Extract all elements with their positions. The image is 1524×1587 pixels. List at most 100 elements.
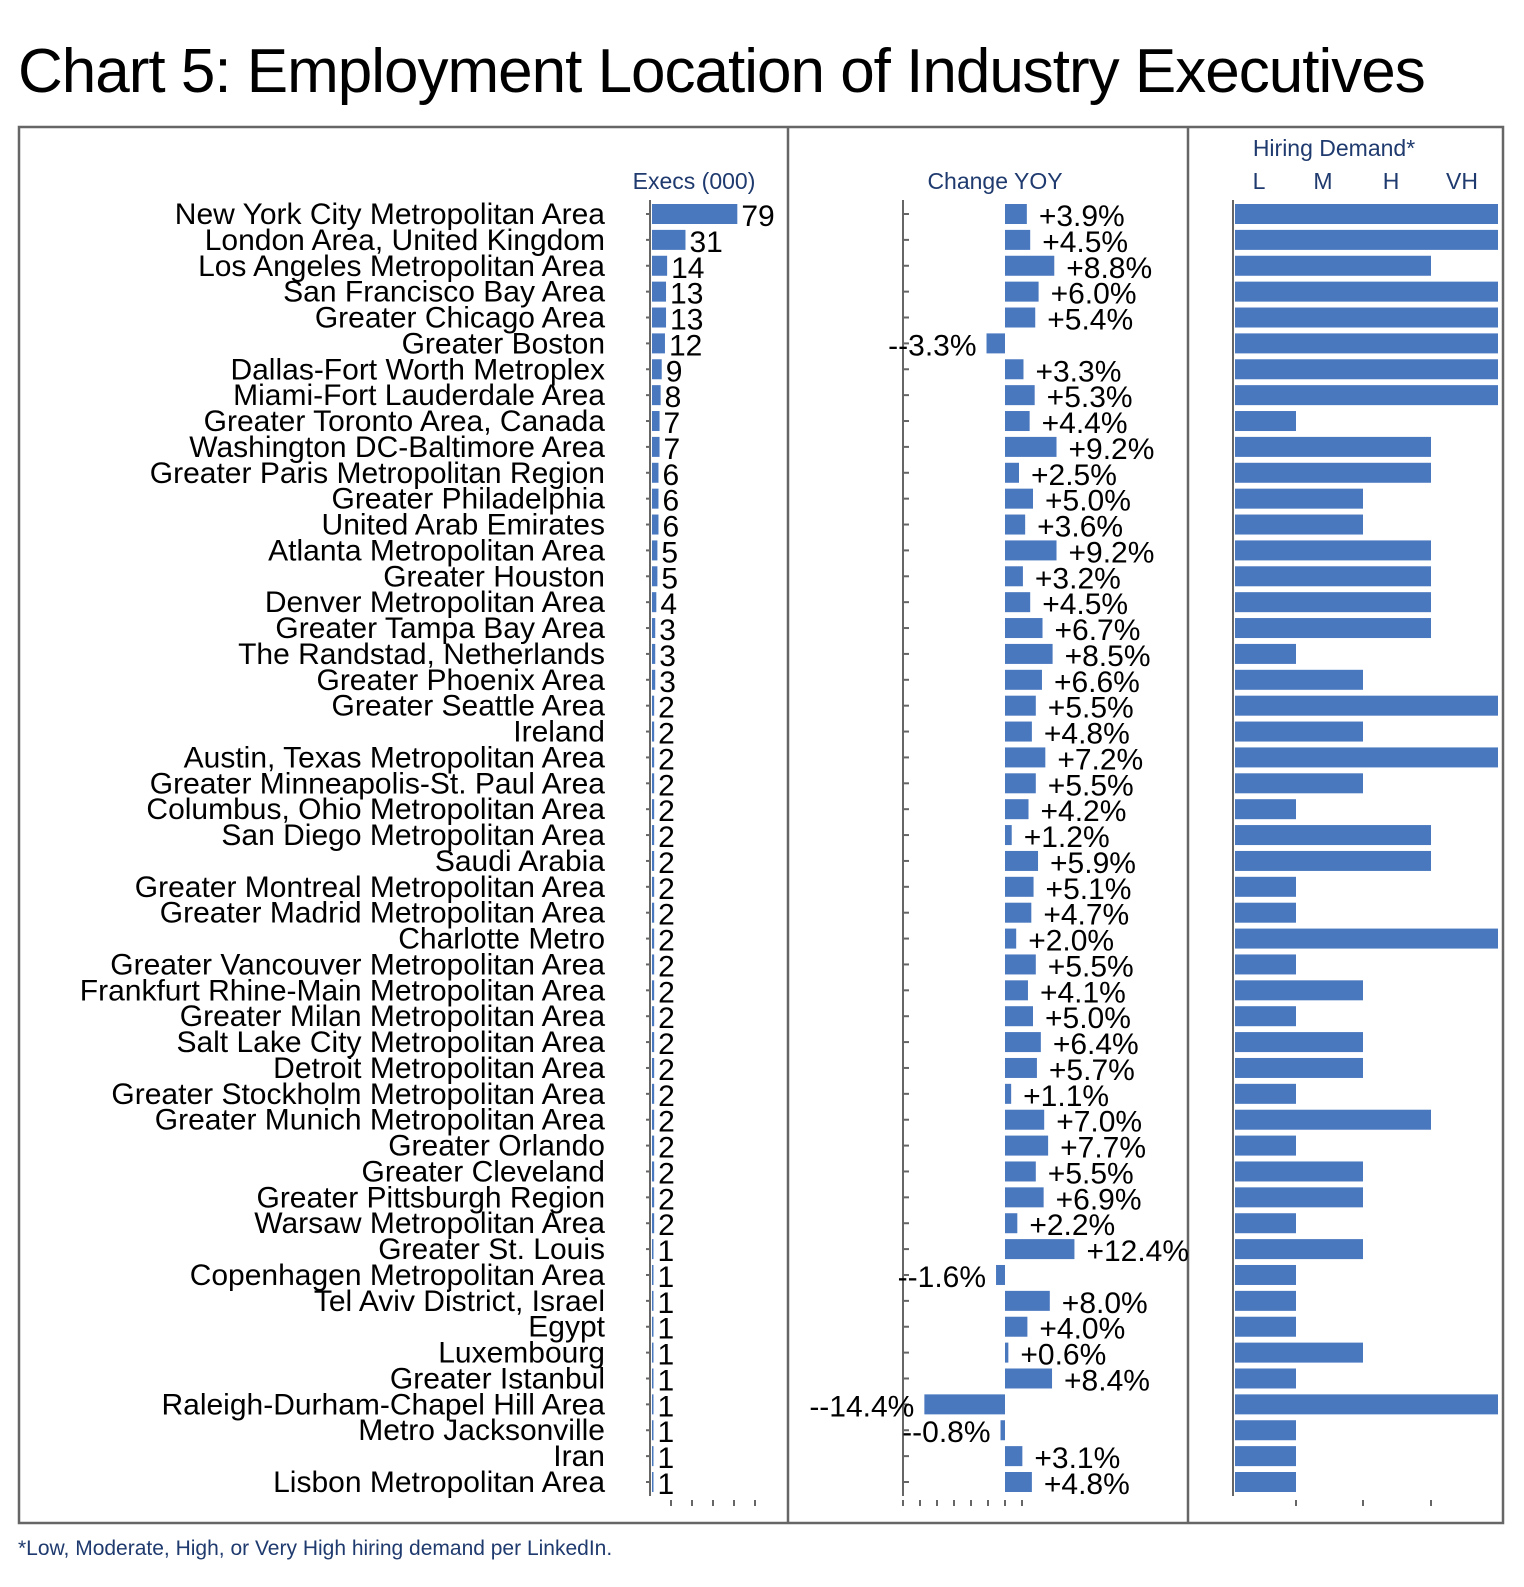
change-bar [1005, 385, 1035, 406]
execs-bar [652, 1161, 655, 1182]
execs-value-label: 2 [658, 1080, 675, 1113]
change-bar [1005, 876, 1034, 897]
category-label: San Francisco Bay Area [283, 276, 605, 309]
demand-bar [1235, 1446, 1296, 1467]
demand-bar [1235, 592, 1431, 613]
change-value-label: +6.0% [1051, 278, 1137, 311]
change-bar [1005, 436, 1057, 457]
change-bar [996, 1264, 1005, 1285]
change-value-label: +5.7% [1049, 1054, 1135, 1087]
category-label: Warsaw Metropolitan Area [254, 1207, 605, 1240]
change-value-label: +2.2% [1029, 1209, 1115, 1242]
change-value-label: --14.4% [809, 1390, 914, 1423]
execs-bar [652, 1109, 655, 1130]
execs-bar [652, 411, 660, 432]
execs-bar [652, 954, 655, 975]
change-bar [1005, 721, 1032, 742]
change-value-label: +2.0% [1028, 925, 1114, 958]
execs-bar [652, 902, 655, 923]
execs-value-label: 2 [658, 769, 675, 802]
execs-bar [652, 618, 656, 639]
category-label: Columbus, Ohio Metropolitan Area [146, 793, 605, 826]
change-value-label: +9.2% [1069, 536, 1155, 569]
execs-bar [652, 980, 655, 1001]
execs-bar [652, 1342, 654, 1363]
category-label: Greater Minneapolis-St. Paul Area [150, 767, 606, 800]
execs-bar [652, 928, 655, 949]
execs-value-label: 1 [658, 1390, 675, 1423]
change-value-label: +5.5% [1048, 950, 1134, 983]
execs-value-label: 2 [658, 1028, 675, 1061]
demand-bar [1235, 1109, 1431, 1130]
demand-bar [1235, 385, 1498, 406]
demand-bar [1235, 876, 1296, 897]
execs-value-label: 6 [662, 485, 679, 518]
category-label: Greater Chicago Area [315, 302, 605, 335]
execs-value-label: 2 [658, 1054, 675, 1087]
execs-value-label: 13 [670, 278, 703, 311]
demand-bar [1235, 1135, 1296, 1156]
demand-bar [1235, 773, 1363, 794]
category-label: Luxembourg [438, 1337, 605, 1370]
category-label: Dallas-Fort Worth Metroplex [230, 353, 605, 386]
demand-bar [1235, 1006, 1296, 1027]
demand-bar [1235, 799, 1296, 820]
change-value-label: +8.4% [1064, 1364, 1150, 1397]
change-bar [1005, 592, 1031, 613]
demand-bar [1235, 255, 1431, 276]
demand-bar [1235, 411, 1296, 432]
execs-value-label: 1 [658, 1416, 675, 1449]
demand-bar [1235, 540, 1431, 561]
change-value-label: +5.5% [1048, 1157, 1134, 1190]
change-bar [1005, 954, 1036, 975]
execs-value-label: 2 [658, 718, 675, 751]
category-label: San Diego Metropolitan Area [221, 819, 605, 852]
change-bar [1005, 1342, 1009, 1363]
change-value-label: +6.6% [1054, 666, 1140, 699]
demand-bar [1235, 825, 1431, 846]
execs-bar [652, 307, 667, 328]
execs-value-label: 3 [659, 640, 676, 673]
execs-bar [652, 1264, 654, 1285]
execs-bar [652, 1316, 654, 1337]
change-value-label: +9.2% [1069, 433, 1155, 466]
category-label: Miami-Fort Lauderdale Area [233, 379, 605, 412]
execs-bar [652, 825, 655, 846]
category-label: Frankfurt Rhine-Main Metropolitan Area [80, 974, 606, 1007]
execs-bar [652, 229, 686, 250]
change-bar [1005, 281, 1039, 302]
execs-value-label: 1 [658, 1313, 675, 1346]
footnote: *Low, Moderate, High, or Very High hirin… [18, 1537, 613, 1560]
category-label: Greater Houston [383, 560, 605, 593]
change-bar [1005, 850, 1039, 871]
change-bar [1000, 1420, 1005, 1441]
change-value-label: +7.7% [1060, 1132, 1146, 1165]
change-value-label: +1.1% [1023, 1080, 1109, 1113]
execs-value-label: 3 [659, 614, 676, 647]
execs-value-label: 3 [659, 666, 676, 699]
demand-bar [1235, 1316, 1296, 1337]
execs-header: Execs (000) [633, 168, 756, 194]
demand-bar [1235, 1161, 1363, 1182]
execs-bar [652, 359, 662, 380]
category-label: United Arab Emirates [322, 509, 605, 542]
execs-bar [652, 1187, 655, 1208]
execs-bar [652, 514, 659, 535]
demand-bar [1235, 1420, 1296, 1441]
change-bar [1005, 1472, 1032, 1492]
change-value-label: +3.6% [1037, 511, 1123, 544]
change-bar [1005, 669, 1042, 690]
change-bar [1005, 928, 1017, 949]
change-bar [1005, 1446, 1023, 1467]
demand-bar [1235, 1213, 1296, 1234]
execs-bar [652, 385, 661, 406]
execs-bar [652, 799, 655, 820]
demand-bar [1235, 1368, 1296, 1389]
change-bar [1005, 747, 1046, 768]
change-value-label: +4.2% [1041, 795, 1127, 828]
category-label: Greater Cleveland [362, 1155, 605, 1188]
category-label: Greater Istanbul [390, 1362, 605, 1395]
change-value-label: +4.5% [1042, 226, 1128, 259]
demand-scale-label-l: L [1253, 168, 1266, 194]
execs-value-label: 8 [665, 381, 682, 414]
